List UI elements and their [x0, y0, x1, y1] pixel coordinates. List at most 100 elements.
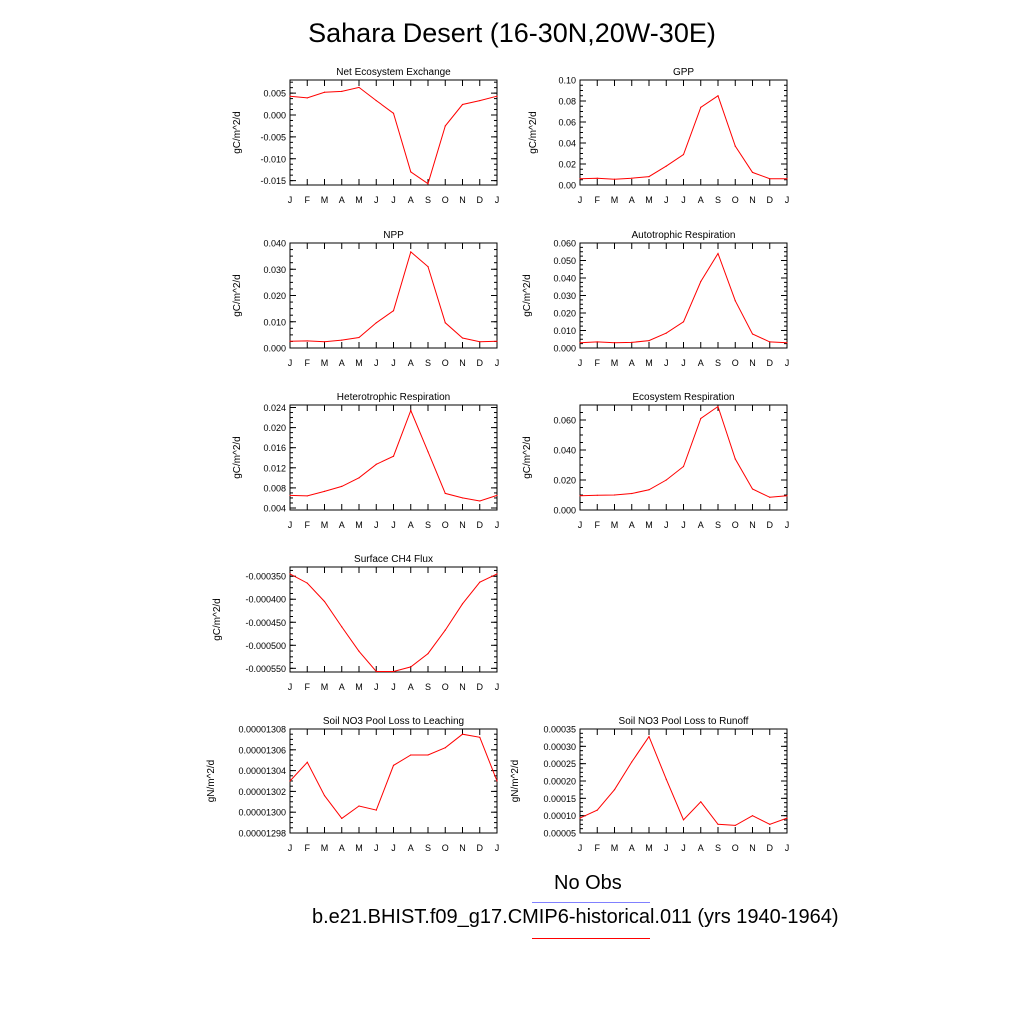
ecosystem-respiration-xtick-label: S — [715, 520, 721, 530]
ecosystem-respiration-data-point — [717, 405, 719, 408]
heterotrophic-respiration-data-point — [341, 485, 343, 487]
soil-no3-pool-loss-to-leaching-series-line — [289, 733, 498, 820]
soil-no3-pool-loss-to-runoff-xtick-label: J — [664, 843, 669, 853]
surface-ch4-flux-data-point — [358, 650, 360, 652]
npp-xtick-label: N — [459, 358, 466, 368]
heterotrophic-respiration-xtick-label: F — [305, 520, 311, 530]
net-ecosystem-exchange-series-line — [289, 86, 498, 185]
npp-xtick-label: J — [391, 358, 396, 368]
npp-title: NPP — [383, 230, 404, 241]
surface-ch4-flux-data-point — [410, 666, 412, 668]
heterotrophic-respiration-ytick-label: 0.020 — [263, 423, 286, 433]
npp-xtick-label: D — [477, 358, 484, 368]
autotrophic-respiration-xtick-label: J — [681, 358, 686, 368]
gpp-series-line — [579, 95, 787, 180]
heterotrophic-respiration-data-point — [323, 490, 326, 493]
legend-model-run-swatch — [532, 938, 650, 939]
heterotrophic-respiration-data-point — [306, 495, 308, 497]
npp-data-point — [479, 341, 481, 343]
heterotrophic-respiration-xtick-label: O — [442, 520, 449, 530]
soil-no3-pool-loss-to-leaching-ytick-label: 0.00001306 — [238, 745, 286, 755]
heterotrophic-respiration-xtick-label: S — [425, 520, 431, 530]
npp-data-point — [392, 310, 395, 312]
autotrophic-respiration-data-point — [700, 280, 702, 283]
autotrophic-respiration-xtick-label: F — [595, 358, 601, 368]
autotrophic-respiration-ytick-label: 0.020 — [553, 309, 576, 319]
gpp-xtick-label: J — [578, 195, 583, 205]
soil-no3-pool-loss-to-runoff-xtick-label: A — [698, 843, 704, 853]
ecosystem-respiration-xtick-label: D — [767, 520, 774, 530]
surface-ch4-flux-ytick-label: -0.000500 — [245, 641, 286, 651]
autotrophic-respiration-data-point — [613, 342, 616, 344]
gpp-xtick-label: M — [645, 195, 653, 205]
gpp-data-point — [717, 95, 719, 97]
heterotrophic-respiration-data-point — [392, 455, 395, 457]
soil-no3-pool-loss-to-leaching-ytick-label: 0.00001298 — [238, 829, 286, 839]
ecosystem-respiration-data-point — [682, 465, 685, 468]
net-ecosystem-exchange-data-point — [479, 99, 481, 102]
net-ecosystem-exchange-xtick-label: A — [408, 195, 414, 205]
heterotrophic-respiration-data-point — [496, 494, 498, 497]
heterotrophic-respiration-xtick-label: M — [321, 520, 329, 530]
surface-ch4-flux-data-point — [323, 600, 326, 603]
npp-data-point — [358, 336, 360, 339]
soil-no3-pool-loss-to-leaching-title: Soil NO3 Pool Loss to Leaching — [323, 716, 464, 727]
autotrophic-respiration-ylabel: gC/m^2/d — [522, 274, 533, 317]
ecosystem-respiration-ylabel: gC/m^2/d — [522, 436, 533, 479]
soil-no3-pool-loss-to-runoff-data-point — [648, 736, 650, 738]
surface-ch4-flux-ytick-label: -0.000400 — [245, 595, 286, 605]
net-ecosystem-exchange-data-point — [358, 86, 360, 89]
surface-ch4-flux-xtick-label: A — [339, 682, 345, 692]
gpp-ytick-label: 0.10 — [558, 76, 576, 86]
npp-data-point — [496, 340, 498, 342]
npp-frame — [289, 242, 498, 349]
npp-data-point — [427, 266, 429, 268]
ecosystem-respiration-data-point — [613, 494, 616, 496]
soil-no3-pool-loss-to-runoff-series-line — [579, 735, 788, 826]
autotrophic-respiration-ytick-label: 0.000 — [553, 344, 576, 354]
gpp-ytick-label: 0.00 — [558, 181, 576, 191]
surface-ch4-flux-data-point — [479, 581, 481, 583]
soil-no3-pool-loss-to-leaching-data-point — [289, 780, 291, 782]
npp-data-point — [341, 339, 343, 341]
heterotrophic-respiration-data-point — [444, 492, 446, 495]
heterotrophic-respiration-ytick-label: 0.012 — [263, 463, 286, 473]
soil-no3-pool-loss-to-runoff-data-point — [717, 823, 719, 825]
autotrophic-respiration-xtick-label: J — [664, 358, 669, 368]
legend-model-run-label: b.e21.BHIST.f09_g17.CMIP6-historical.011… — [312, 906, 839, 928]
surface-ch4-flux-xtick-label: S — [425, 682, 431, 692]
ecosystem-respiration-data-point — [596, 494, 598, 496]
soil-no3-pool-loss-to-leaching-ytick-label: 0.00001308 — [238, 725, 286, 735]
heterotrophic-respiration-xtick-label: A — [408, 520, 414, 530]
surface-ch4-flux-series-line — [289, 573, 498, 672]
heterotrophic-respiration-ylabel: gC/m^2/d — [232, 436, 243, 479]
heterotrophic-respiration-data-point — [358, 477, 360, 479]
ecosystem-respiration-xtick-label: N — [749, 520, 756, 530]
surface-ch4-flux-data-point — [341, 626, 343, 628]
autotrophic-respiration-ytick-label: 0.010 — [553, 326, 576, 336]
ecosystem-respiration-data-point — [579, 495, 581, 497]
soil-no3-pool-loss-to-leaching-xtick-label: A — [339, 843, 345, 853]
ecosystem-respiration-xtick-label: F — [595, 520, 601, 530]
heterotrophic-respiration-data-point — [427, 451, 429, 453]
ecosystem-respiration-xtick-label: M — [611, 520, 619, 530]
surface-ch4-flux-data-point — [444, 629, 446, 631]
gpp-xtick-label: M — [611, 195, 619, 205]
soil-no3-pool-loss-to-leaching-xtick-label: D — [477, 843, 484, 853]
surface-ch4-flux-data-point — [392, 670, 395, 673]
soil-no3-pool-loss-to-runoff-data-point — [769, 823, 771, 825]
npp-series-line — [289, 251, 498, 343]
heterotrophic-respiration-xtick-label: A — [339, 520, 345, 530]
npp-ytick-label: 0.040 — [263, 239, 286, 249]
autotrophic-respiration-title: Autotrophic Respiration — [632, 230, 736, 241]
soil-no3-pool-loss-to-leaching-xtick-label: S — [425, 843, 431, 853]
heterotrophic-respiration-data-point — [410, 409, 412, 412]
gpp-xtick-label: J — [785, 195, 790, 205]
net-ecosystem-exchange-data-point — [427, 183, 429, 185]
soil-no3-pool-loss-to-runoff-data-point — [734, 824, 736, 826]
surface-ch4-flux-frame — [289, 566, 498, 673]
soil-no3-pool-loss-to-runoff-data-point — [631, 761, 633, 763]
ecosystem-respiration-ytick-label: 0.000 — [553, 506, 576, 516]
autotrophic-respiration-frame — [579, 242, 788, 349]
soil-no3-pool-loss-to-runoff-xtick-label: M — [611, 843, 619, 853]
